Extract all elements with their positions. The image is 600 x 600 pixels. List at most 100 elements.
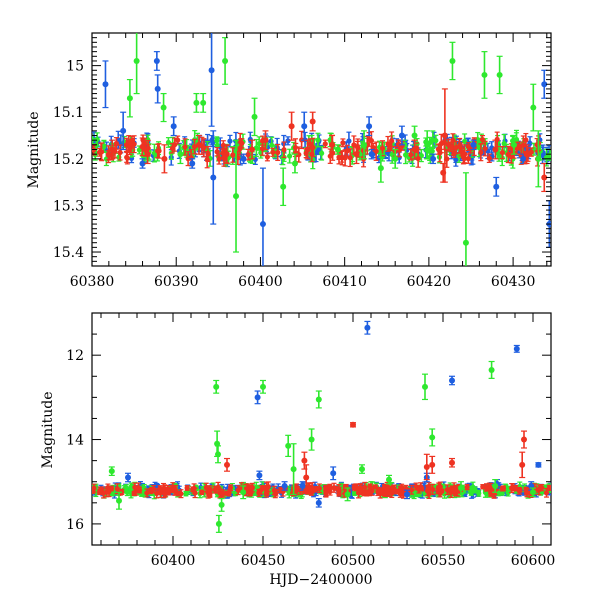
x-tick-label: 60410 [322, 274, 367, 290]
top-panel: 60380 60390 60400 60410 60420 60430 15 15.1 15.… [26, 32, 552, 290]
data-point [449, 375, 455, 386]
x-tick-label: 60380 [70, 274, 115, 290]
baseline-point [144, 488, 150, 498]
baseline-point [336, 490, 342, 497]
baseline-point [285, 136, 291, 146]
bottom-x-axis: 60400 60450 60500 60550 60600 [100, 313, 555, 569]
data-point [488, 360, 495, 379]
baseline-point [165, 137, 172, 148]
x-tick-label: 60550 [421, 553, 466, 569]
data-point [462, 172, 469, 266]
data-point [301, 111, 308, 141]
data-point [177, 144, 184, 165]
baseline-point [367, 483, 373, 490]
data-point [470, 139, 477, 151]
data-point [350, 421, 356, 428]
baseline-point [379, 140, 386, 157]
baseline-point [331, 482, 337, 493]
bottom-x-axis-label: HJD−2400000 [269, 572, 372, 588]
data-point [108, 466, 115, 476]
y-tick-label: 15 [66, 59, 84, 75]
baseline-point [523, 486, 529, 492]
baseline-point [375, 486, 382, 495]
data-point [359, 464, 365, 474]
baseline-point [480, 484, 486, 490]
data-point [398, 125, 405, 146]
baseline-point [230, 147, 236, 163]
data-point [160, 92, 167, 123]
data-point [240, 153, 247, 165]
baseline-point [245, 148, 251, 161]
data-point [161, 144, 168, 174]
data-point [259, 167, 266, 266]
data-point [304, 139, 311, 160]
baseline-point [263, 488, 270, 498]
data-point [125, 472, 131, 483]
baseline-point [312, 487, 318, 493]
data-point [429, 428, 436, 447]
data-point [126, 78, 133, 118]
data-point [449, 457, 455, 468]
baseline-point [216, 153, 222, 165]
baseline-point [323, 488, 329, 498]
y-tick-label: 15.2 [53, 152, 84, 168]
data-point [449, 41, 456, 81]
data-point [189, 158, 196, 169]
data-point [116, 491, 122, 510]
baseline-point [327, 483, 333, 490]
data-point [281, 481, 288, 491]
baseline-point [183, 490, 189, 497]
data-point [429, 455, 436, 474]
baseline-point [509, 482, 515, 494]
baseline-point [391, 484, 397, 493]
data-point [153, 51, 160, 71]
data-point [361, 130, 368, 160]
data-point [218, 498, 225, 512]
data-point [404, 489, 410, 500]
baseline-point [215, 481, 221, 493]
data-point [139, 158, 146, 169]
baseline-point [293, 485, 300, 493]
data-point [240, 485, 247, 500]
baseline-point [451, 487, 457, 493]
baseline-point [448, 141, 454, 153]
baseline-point [340, 138, 346, 148]
x-tick-label: 60430 [491, 274, 536, 290]
data-point [213, 379, 220, 394]
baseline-point [271, 485, 277, 496]
baseline-point [433, 134, 439, 147]
data-point [334, 144, 341, 155]
data-point [386, 474, 392, 485]
baseline-point [373, 141, 379, 161]
baseline-point [101, 139, 107, 152]
data-point [461, 144, 468, 165]
baseline-point [165, 484, 171, 496]
x-tick-label: 60400 [151, 553, 196, 569]
data-point [513, 344, 520, 353]
x-tick-label: 60390 [154, 274, 199, 290]
x-tick-label: 60400 [238, 274, 283, 290]
baseline-point [346, 131, 352, 151]
baseline-point [97, 489, 103, 496]
baseline-point [499, 145, 505, 160]
x-tick-label: 60500 [331, 553, 376, 569]
baseline-point [425, 484, 431, 493]
top-y-axis: 15 15.1 15.2 15.3 15.4 [53, 32, 551, 267]
baseline-point [172, 137, 178, 152]
baseline-point [351, 484, 357, 491]
bottom-plot-frame [91, 312, 552, 546]
top-y-axis-label: Magnitude [26, 111, 42, 188]
baseline-point [199, 489, 205, 496]
baseline-point [205, 146, 211, 163]
data-point [170, 116, 177, 137]
data-point [329, 134, 336, 155]
data-point [368, 148, 375, 160]
data-point [496, 55, 503, 95]
y-tick-label: 15.4 [53, 245, 84, 261]
data-point [251, 97, 258, 137]
baseline-point [227, 484, 234, 492]
y-tick-label: 16 [66, 517, 84, 533]
y-tick-label: 15.1 [53, 105, 84, 121]
data-point [392, 148, 399, 169]
baseline-point [182, 138, 188, 156]
